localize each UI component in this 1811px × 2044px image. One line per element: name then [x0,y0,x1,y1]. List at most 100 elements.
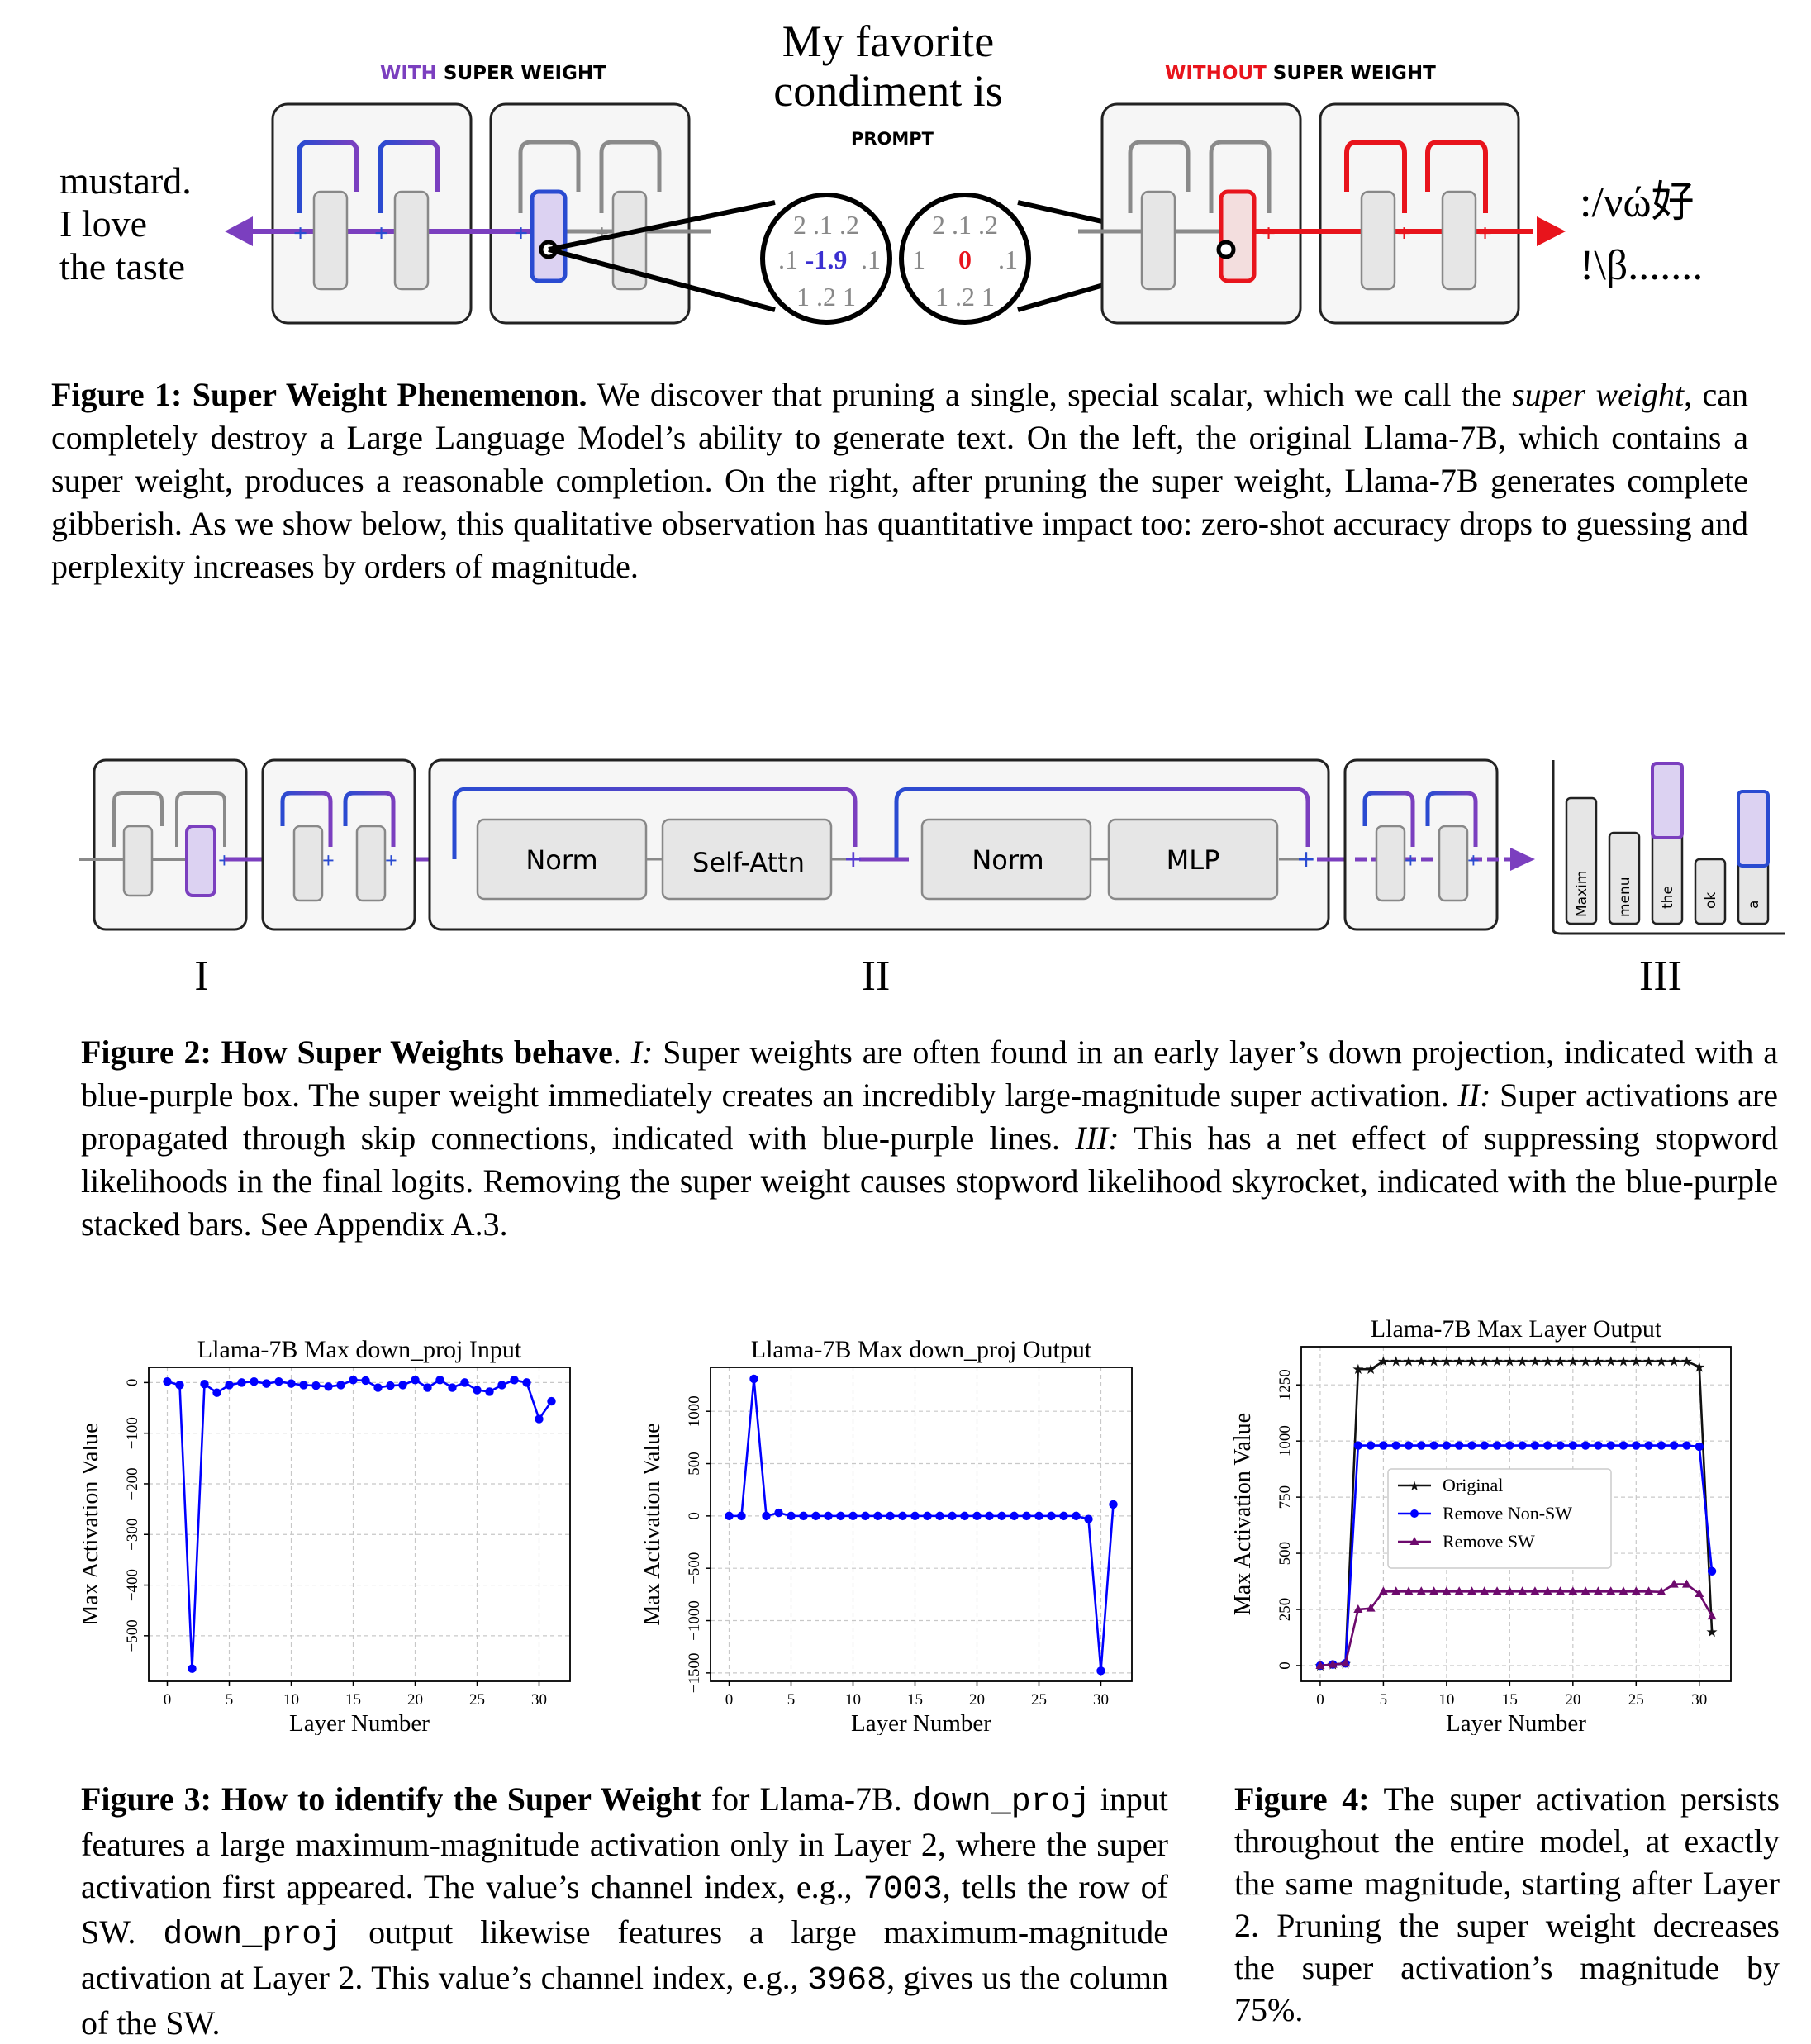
data-point [886,1511,895,1521]
figure1-caption: Figure 1: Super Weight Phenemenon. We di… [51,376,1749,585]
svg-text:2 .1 .2: 2 .1 .2 [793,210,859,240]
chart-layer-output: 0 5 10 15 20 25 30 0 250 500 750 1000 1250 Llama-7B M… [1231,1315,1732,1735]
data-point [1594,1441,1603,1450]
x-tick-label: 0 [164,1691,172,1709]
data-point [1416,1586,1426,1595]
y-tick-label: 1000 [1276,1425,1294,1457]
data-point [985,1511,994,1521]
y-tick-label: 250 [1276,1598,1294,1622]
legend-marker [1410,1509,1419,1518]
svg-text:+: + [1478,220,1492,247]
svg-text:.1: .1 [861,245,881,274]
data-point: ★ [1490,1354,1503,1370]
data-point [873,1511,882,1521]
good-output-line3: the taste [59,245,185,288]
svg-text:2 .1 .2: 2 .1 .2 [932,210,998,240]
y-tick-label: 0 [686,1512,703,1520]
data-point [799,1511,808,1521]
chart-down-proj-output: 0 5 10 15 20 25 30 1000 500 0 −500 −1000 −1500 Llama-… [644,1336,1133,1735]
y-tick-label: 1000 [686,1395,703,1427]
svg-text:.1: .1 [998,245,1018,274]
data-point [274,1376,283,1386]
data-point [324,1382,333,1391]
data-point: ★ [1390,1354,1402,1370]
data-point [435,1376,444,1385]
x-tick-label: 30 [531,1691,547,1709]
svg-text:WITHOUT SUPER WEIGHT: WITHOUT SUPER WEIGHT [1165,63,1436,84]
data-point: ★ [1542,1354,1554,1370]
data-point [473,1386,482,1395]
prompt-line2: condiment is [773,66,1002,116]
svg-text:+: + [1467,848,1480,872]
norm2-label: Norm [972,844,1043,876]
data-point: ★ [1554,1354,1566,1370]
data-point: ★ [1693,1359,1705,1375]
x-tick-label: 15 [907,1691,923,1709]
y-tick-label: 500 [1276,1542,1294,1566]
x-tick-label: 15 [1502,1691,1518,1709]
data-point: ★ [1617,1354,1629,1370]
data-point [1518,1586,1528,1595]
data-point [997,1511,1006,1521]
figure1-diagram: WITH SUPER WEIGHT WITHOUT SUPER WEIGHT M… [59,17,1703,325]
data-point: ★ [1604,1354,1617,1370]
chart-title: Llama-7B Max down_proj Output [751,1336,1092,1363]
svg-text:+: + [595,220,609,247]
data-point [1404,1441,1414,1450]
data-point: ★ [1504,1354,1516,1370]
data-point [1366,1441,1376,1450]
data-point [1480,1441,1489,1450]
data-point [1657,1441,1666,1450]
data-point: ★ [1364,1362,1376,1377]
data-point [1518,1441,1527,1450]
data-point: ★ [1528,1354,1541,1370]
x-axis-label: Layer Number [1446,1710,1586,1735]
data-point [237,1378,246,1387]
chart-down-proj-input: 0 5 10 15 20 25 30 0 −100 −200 −300 −400 −500 Llama-7… [83,1336,571,1735]
y-tick-label: 500 [686,1452,703,1476]
svg-text:.1: .1 [778,245,798,274]
data-point [188,1664,197,1673]
y-tick-label: −300 [124,1519,141,1551]
data-point [1454,1441,1464,1450]
without-label: SUPER WEIGHT [1267,63,1436,84]
data-point [1059,1511,1068,1521]
with-label: SUPER WEIGHT [437,63,606,84]
mlp-label: MLP [1167,844,1220,876]
data-point [250,1376,259,1386]
data-point [1492,1441,1502,1450]
data-point [1504,1586,1514,1595]
data-point [1391,1441,1400,1450]
zoom-circle-left [760,193,892,325]
data-point [1644,1441,1653,1450]
data-point [1505,1441,1514,1450]
data-point [448,1383,457,1392]
data-point [898,1511,907,1521]
series-line [1319,1583,1714,1667]
data-point [1669,1579,1679,1588]
data-point [824,1511,833,1521]
bad-output-line1: :/νώ好 [1580,179,1695,226]
data-point [373,1383,383,1392]
data-point [1096,1666,1105,1676]
data-point [1391,1586,1401,1595]
x-tick-label: 20 [969,1691,985,1709]
x-tick-label: 10 [845,1691,861,1709]
data-point [1353,1604,1363,1614]
data-point: ★ [1516,1354,1528,1370]
data-point [1084,1514,1093,1523]
figure2-diagram: + + + Norm Self-Attn Norm MLP + + + + Ma… [79,758,1785,1000]
data-point [1556,1441,1565,1450]
data-point [1542,1586,1552,1595]
svg-text:+: + [1397,220,1411,247]
data-point [1606,1441,1615,1450]
data-point [972,1511,982,1521]
data-point [1644,1586,1654,1595]
data-point [423,1383,432,1392]
roman-2: II [862,953,891,1000]
prompt-tag: PROMPT [851,129,934,149]
x-axis-label: Layer Number [851,1710,991,1735]
data-point [1492,1586,1502,1595]
data-point [960,1511,969,1521]
data-point [1378,1586,1388,1595]
